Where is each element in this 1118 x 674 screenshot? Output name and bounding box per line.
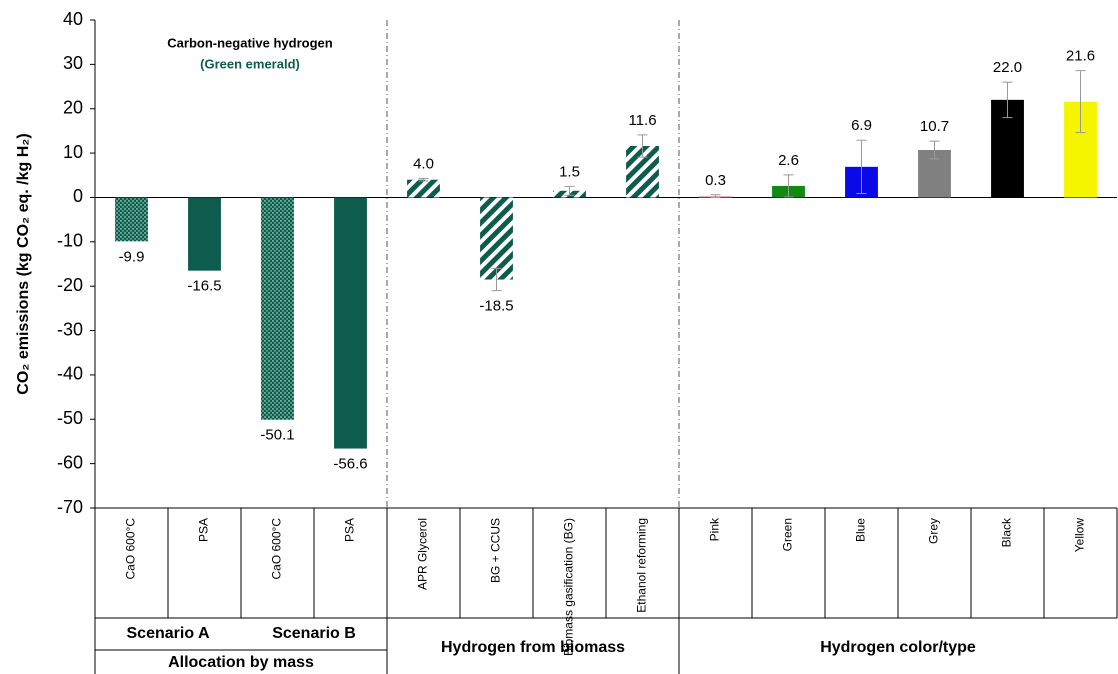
value-label: 11.6 [628, 112, 656, 129]
y-tick-label: -60 [57, 452, 83, 472]
y-tick-label: -30 [57, 319, 83, 339]
bar [188, 197, 221, 271]
x-tick-label: APR Glycerol [416, 518, 430, 590]
value-label: 6.9 [851, 117, 872, 134]
bar [334, 197, 367, 449]
value-label: 10.7 [920, 118, 949, 135]
value-label: 22.0 [993, 59, 1022, 76]
y-tick-label: -40 [57, 364, 83, 384]
x-tick-label: Ethanol reforming [635, 518, 649, 613]
value-label: -9.9 [119, 248, 145, 265]
annotation: Carbon-negative hydrogen [167, 35, 332, 50]
value-label: 0.3 [705, 172, 726, 189]
error-bar [1075, 70, 1086, 134]
x-tick-label: Green [781, 518, 795, 551]
x-tick-label: Grey [927, 518, 941, 544]
x-tick-label: PSA [343, 518, 357, 542]
value-label: -50.1 [260, 427, 294, 444]
x-tick-label: PSA [197, 518, 211, 542]
bar [261, 197, 294, 420]
group-label: Hydrogen from biomass [441, 639, 625, 656]
value-label: 1.5 [559, 163, 580, 180]
x-tick-label: CaO 600°C [270, 518, 284, 580]
error-bar [564, 185, 575, 196]
y-tick-label: 20 [63, 97, 83, 117]
x-tick-label: Blue [854, 518, 868, 542]
error-bar [1002, 81, 1013, 119]
error-bar [418, 177, 429, 182]
y-tick-label: -10 [57, 231, 83, 251]
value-label: 2.6 [778, 152, 799, 169]
error-bar [856, 139, 867, 194]
value-label: 4.0 [413, 155, 434, 172]
value-label: -56.6 [333, 456, 367, 473]
x-tick-label: Yellow [1073, 518, 1087, 553]
group-label: Hydrogen color/type [820, 639, 976, 656]
bar [407, 179, 440, 198]
y-tick-label: 40 [63, 9, 83, 29]
y-axis-label: CO₂ emissions (kg CO₂ eq. /kg H₂) [15, 133, 32, 394]
y-tick-label: -70 [57, 497, 83, 517]
y-tick-label: -20 [57, 275, 83, 295]
bar [480, 197, 513, 280]
annotation-sub: (Green emerald) [200, 56, 300, 71]
bar [115, 197, 148, 242]
value-label: 21.6 [1066, 48, 1095, 65]
x-tick-label: Pink [708, 517, 722, 541]
error-bar [710, 194, 721, 198]
subgroup-label: Scenario B [272, 625, 356, 642]
y-tick-label: 0 [73, 186, 83, 206]
y-tick-label: 10 [63, 142, 83, 162]
y-tick-label: 30 [63, 53, 83, 73]
x-tick-label: BG + CCUS [489, 518, 503, 583]
error-bar [929, 140, 940, 160]
x-tick-label: CaO 600°C [124, 518, 138, 580]
value-label: -18.5 [479, 298, 513, 315]
error-bar [491, 267, 502, 292]
x-tick-label: Biomass gasification (BG) [562, 518, 576, 656]
y-tick-label: -50 [57, 408, 83, 428]
value-label: -16.5 [187, 278, 221, 295]
group-label: Allocation by mass [168, 654, 314, 671]
error-bar [783, 174, 794, 198]
subgroup-label: Scenario A [127, 625, 210, 642]
x-tick-label: Black [1000, 517, 1014, 547]
error-bar [637, 134, 648, 158]
